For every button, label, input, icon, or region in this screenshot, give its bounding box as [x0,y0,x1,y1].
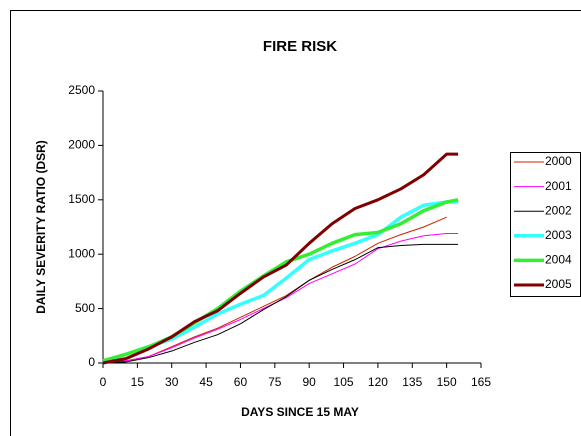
x-tick-label: 90 [303,375,317,389]
y-tick-label: 2000 [68,138,95,152]
x-axis-label: DAYS SINCE 15 MAY [241,405,359,419]
series-line [102,243,459,364]
x-tick-label: 165 [471,375,491,389]
legend-box [510,152,581,297]
y-axis-label: DAILY SEVERITY RATIO (DSR) [34,140,48,314]
x-tick-label: 15 [131,375,145,389]
y-tick-label: 0 [88,355,95,369]
y-tick-label: 2500 [68,83,95,97]
series-line [102,233,459,364]
legend-label: 2001 [545,179,572,193]
series-line [102,216,447,364]
legend-label: 2003 [545,228,572,242]
x-tick-label: 120 [368,375,388,389]
legend-label: 2005 [545,277,572,291]
x-tick-label: 150 [437,375,457,389]
x-tick-label: 60 [234,375,248,389]
series-line [102,152,459,365]
legend-label: 2004 [545,253,572,267]
y-tick-label: 1500 [68,192,95,206]
legend-label: 2000 [545,154,572,168]
x-tick-label: 0 [100,375,107,389]
chart-frame [10,10,581,436]
x-tick-label: 105 [334,375,354,389]
chart-title: FIRE RISK [263,38,337,55]
x-tick-label: 45 [199,375,213,389]
legend-label: 2002 [545,203,572,217]
y-tick-label: 1000 [68,246,95,260]
y-tick-label: 500 [75,301,95,315]
x-tick-label: 30 [165,375,179,389]
x-tick-label: 135 [402,375,422,389]
x-tick-label: 75 [268,375,282,389]
